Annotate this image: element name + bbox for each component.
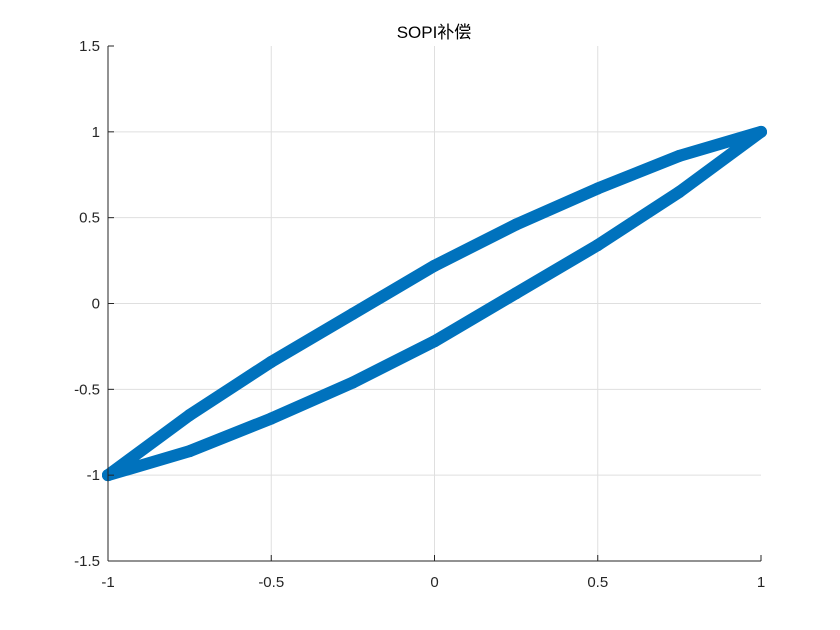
y-tick-label-2: -0.5 xyxy=(74,381,100,398)
y-tick-label-6: 1.5 xyxy=(79,38,100,55)
data-point-0-8 xyxy=(755,125,767,138)
data-point-0-5 xyxy=(510,218,523,231)
y-tick-label-3: 0 xyxy=(92,296,100,313)
data-point-0-3 xyxy=(346,307,359,320)
x-ticks: -1 -0.5 0 0.5 1 xyxy=(101,555,765,591)
y-ticks: -1.5 -1 -0.5 0 0.5 1 1.5 xyxy=(74,38,114,570)
y-tick-label-0: -1.5 xyxy=(74,553,100,570)
x-tick-label-0: -1 xyxy=(101,574,114,591)
data-point-0-10 xyxy=(591,239,604,252)
data-point-0-1 xyxy=(183,409,196,422)
data-point-0-7 xyxy=(673,149,686,162)
y-tick-label-4: 0.5 xyxy=(79,210,100,227)
y-tick-label-5: 1 xyxy=(92,124,100,141)
data-point-0-2 xyxy=(265,355,278,368)
data-point-0-13 xyxy=(346,376,359,389)
data-point-0-11 xyxy=(510,287,523,300)
grid xyxy=(108,46,761,561)
data-point-0-6 xyxy=(591,182,604,195)
data-point-0-14 xyxy=(265,412,278,425)
x-tick-label-2: 0 xyxy=(430,574,438,591)
x-tick-label-3: 0.5 xyxy=(587,574,608,591)
data-point-0-15 xyxy=(183,445,196,458)
data-point-0-4 xyxy=(428,259,441,272)
x-tick-label-1: -0.5 xyxy=(258,574,284,591)
plot-area xyxy=(102,125,767,482)
data-point-0-9 xyxy=(673,185,686,198)
data-point-0-12 xyxy=(428,335,441,348)
y-tick-label-1: -1 xyxy=(87,467,100,484)
chart-title: SOPI补偿 xyxy=(397,23,472,42)
x-tick-label-4: 1 xyxy=(757,574,765,591)
